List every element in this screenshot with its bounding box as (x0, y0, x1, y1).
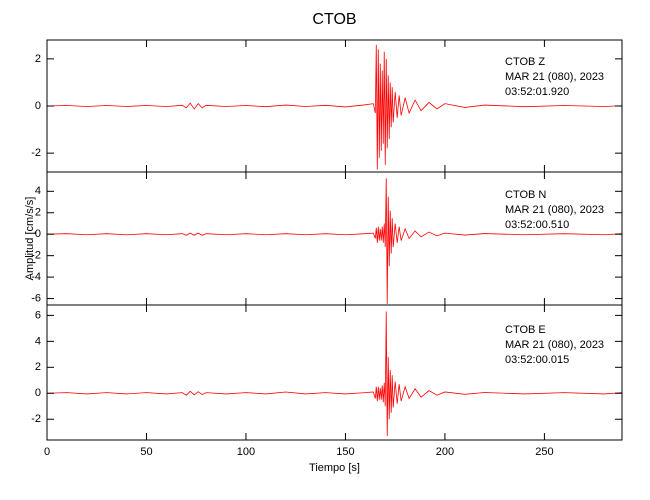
y-tick-label: -2 (31, 250, 41, 262)
y-tick-label: 0 (35, 100, 41, 112)
x-tick-label: 100 (237, 446, 255, 458)
y-tick-label: 0 (35, 228, 41, 240)
y-tick-label: 4 (35, 185, 41, 197)
annotation: MAR 21 (080), 2023 (505, 339, 604, 351)
x-tick-label: 150 (336, 446, 354, 458)
y-tick-label: 2 (35, 207, 41, 219)
annotation: CTOB E (505, 324, 546, 336)
annotation: CTOB N (505, 189, 546, 201)
y-axis-label: Amplitud [cm/s/s] (24, 197, 36, 281)
x-tick-label: 250 (535, 446, 553, 458)
annotation: MAR 21 (080), 2023 (505, 71, 604, 83)
x-tick-label: 50 (140, 446, 152, 458)
y-tick-label: 2 (35, 361, 41, 373)
y-tick-label: 6 (35, 309, 41, 321)
y-tick-label: 0 (35, 387, 41, 399)
waveform (46, 44, 623, 170)
plot-frame (46, 304, 623, 441)
y-tick-label: 4 (35, 335, 41, 347)
y-tick-label: -6 (31, 292, 41, 304)
waveform (46, 311, 623, 437)
x-tick-label: 0 (44, 446, 50, 458)
annotation: 03:52:01.920 (505, 86, 569, 98)
x-tick-label: 200 (436, 446, 454, 458)
x-axis-label: Tiempo [s] (309, 462, 360, 474)
y-tick-label: 2 (35, 53, 41, 65)
annotation: MAR 21 (080), 2023 (505, 204, 604, 216)
annotation: 03:52:00.510 (505, 219, 569, 231)
waveform (46, 178, 623, 304)
y-tick-label: -4 (31, 271, 41, 283)
y-tick-label: -2 (31, 147, 41, 159)
annotation: CTOB Z (505, 56, 545, 68)
chart-title: CTOB (312, 11, 356, 28)
y-tick-label: -2 (31, 413, 41, 425)
annotation: 03:52:00.015 (505, 354, 569, 366)
